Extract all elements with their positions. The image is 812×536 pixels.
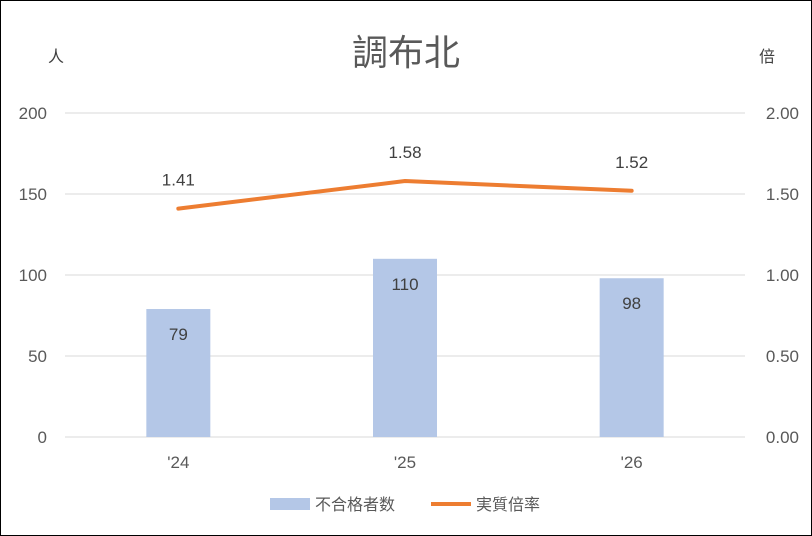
left-axis-unit: 人 bbox=[48, 47, 64, 66]
bar-data-label: 98 bbox=[622, 294, 641, 313]
bar bbox=[373, 258, 437, 437]
right-tick-label: 1.50 bbox=[766, 185, 799, 204]
bar-data-label: 110 bbox=[391, 275, 418, 294]
legend-line-label: 実質倍率 bbox=[476, 495, 540, 514]
bar bbox=[146, 309, 211, 437]
x-tick-label: '24 bbox=[167, 453, 189, 472]
right-tick-label: 2.00 bbox=[766, 104, 799, 123]
left-tick-label: 200 bbox=[19, 104, 47, 123]
line-data-label: 1.41 bbox=[162, 171, 195, 190]
left-tick-label: 0 bbox=[38, 428, 47, 447]
legend: 不合格者数 実質倍率 bbox=[270, 495, 540, 514]
legend-bar-swatch bbox=[270, 498, 310, 510]
left-tick-label: 150 bbox=[19, 185, 47, 204]
left-axis-ticks: 0 50 100 150 200 bbox=[19, 104, 47, 447]
right-tick-label: 0.00 bbox=[766, 428, 799, 447]
x-tick-label: '25 bbox=[394, 453, 416, 472]
right-axis-ticks: 0.00 0.50 1.00 1.50 2.00 bbox=[766, 104, 799, 447]
left-tick-label: 50 bbox=[28, 347, 47, 366]
bar-data-label: 79 bbox=[169, 325, 188, 344]
right-tick-label: 0.50 bbox=[766, 347, 799, 366]
bar bbox=[599, 278, 664, 437]
line-path bbox=[176, 179, 634, 211]
right-axis-unit: 倍 bbox=[759, 47, 775, 66]
line-series: 1.41 1.58 1.52 bbox=[162, 143, 648, 211]
line-data-label: 1.52 bbox=[615, 153, 648, 172]
x-tick-label: '26 bbox=[621, 453, 643, 472]
right-tick-label: 1.00 bbox=[766, 266, 799, 285]
left-tick-label: 100 bbox=[19, 266, 47, 285]
legend-bar-label: 不合格者数 bbox=[315, 495, 395, 514]
line-data-label: 1.58 bbox=[388, 143, 421, 162]
chart-title: 調布北 bbox=[352, 33, 460, 74]
bar-series: 79 110 98 bbox=[146, 258, 664, 437]
x-axis-ticks: '24 '25 '26 bbox=[167, 453, 642, 472]
